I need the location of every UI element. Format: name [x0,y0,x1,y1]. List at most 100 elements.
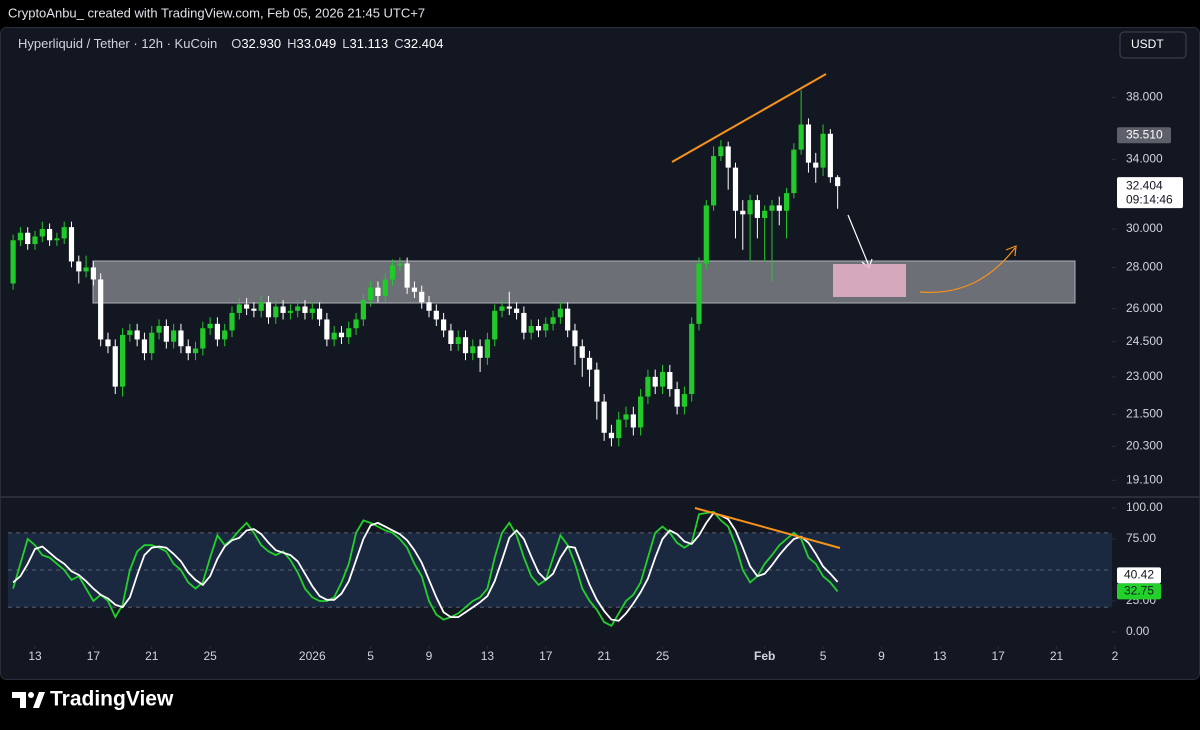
candle-body [783,193,790,211]
candle-body [565,308,571,331]
candle-body [630,414,636,428]
last-value-box [1117,567,1161,584]
candle-body [265,302,272,318]
candle-body [645,376,651,397]
candle-body [302,306,308,313]
candle-body [667,372,673,390]
last-value: 32.75 [1124,584,1154,598]
candle-body [835,177,841,187]
x-tick-label: 13 [28,649,42,663]
currency[interactable]: USDT [1131,37,1164,51]
candle-body [455,337,461,344]
candle-body [244,304,250,309]
candle-body [295,306,301,311]
candle-body [10,240,16,284]
candle-body [740,210,746,215]
candle-body [236,304,242,313]
candle-body [404,263,410,288]
candle-body [747,200,753,215]
candle-body [579,346,585,358]
stoch-line [12,510,839,627]
marks [8,90,1112,627]
candle-body [623,414,629,420]
drawings-under [92,260,1076,304]
ohlc-value: 33.049 [296,36,336,51]
candle-body [659,372,666,387]
candle-body [309,308,315,313]
candle-body [375,287,381,296]
candle-body [98,279,104,340]
logo-mark [12,692,26,708]
ohlc-key: L [342,36,349,51]
candle-body [696,263,702,324]
candle-body [207,323,213,329]
candle-body [25,232,31,245]
candle-body [171,330,177,342]
candle-body [769,205,775,211]
y-tick-label: 0.00 [1126,624,1150,638]
candle-body [163,326,169,342]
candle-body [827,133,833,178]
candle-body [820,133,826,168]
countdown: 09:14:46 [1126,192,1173,206]
candle-body [754,200,760,218]
candle-body [141,339,148,354]
candle-body [258,302,264,311]
candle-body [594,369,600,402]
candle-body [105,339,111,347]
candle-body [813,162,819,168]
candle-body [543,323,549,331]
x-tick-label: 17 [87,649,101,663]
candle-body [76,261,82,272]
candle-body [805,124,812,163]
candle-body [586,357,593,370]
candle-body [368,287,374,301]
x-tick-label: 13 [933,649,947,663]
ohlc-value: 32.404 [404,36,444,51]
candle-body [506,306,512,309]
candle-body [360,300,366,320]
candle-body [316,308,323,320]
candle-body [535,326,542,331]
currency-button[interactable] [1119,31,1187,59]
last-value-box [1117,583,1161,600]
candle-body [61,227,67,239]
x-tick-label: 21 [1050,649,1064,663]
x-tick-label: 9 [878,649,885,663]
candle-body [652,376,658,387]
y-tick-label: 38.000 [1126,90,1163,104]
candle-body [470,346,476,354]
x-tick-label: 2 [1112,649,1119,663]
candle-body [601,401,607,433]
symbol: Hyperliquid / Tether · 12h · KuCoin [18,36,217,51]
y-tick-label: 24.500 [1126,334,1163,348]
candle-body [484,339,490,358]
x-tick-label: 5 [820,649,827,663]
candle-body [397,263,403,266]
candle-body [616,419,622,439]
y-tick-label: 34.000 [1126,152,1163,166]
x-tick-label: 17 [991,649,1005,663]
candle-body [17,232,24,241]
candle-body [338,332,345,338]
x-tick-label: 21 [597,649,611,663]
x-tick-label: 9 [426,649,433,663]
candle-body [251,308,257,311]
candle-body [762,210,768,218]
brand: TradingView [50,688,174,711]
x-tick-label: 13 [481,649,495,663]
y-tick-label: 26.000 [1126,301,1163,315]
candle-body [513,308,520,313]
candle-body [681,394,688,407]
y-tick-label: 100.00 [1126,500,1163,514]
y-tick-label: 30.000 [1126,221,1163,235]
candle-body [557,308,563,318]
brand-logo: TradingView [12,688,174,711]
candle-body [353,319,359,329]
candle-body [689,323,695,395]
candle-body [324,319,330,340]
last-price-box [1117,177,1183,209]
candle-body [214,323,221,340]
candle-body [703,205,709,264]
candle-body [732,167,739,211]
